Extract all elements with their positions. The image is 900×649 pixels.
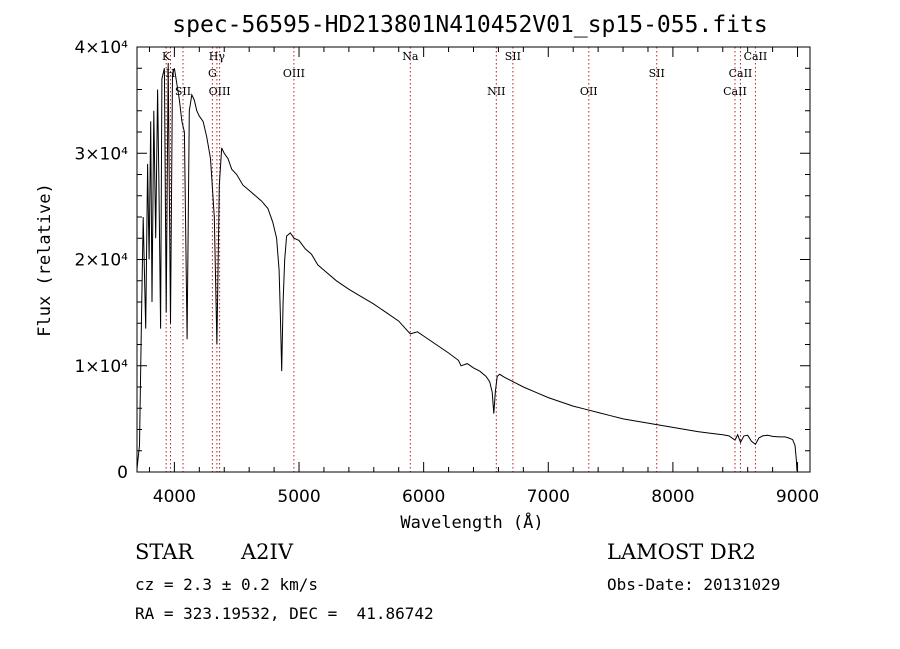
x-axis-ticks: 4000 5000 6000 7000 8000 9000 [148, 47, 819, 507]
line-label: Hγ [209, 50, 226, 63]
obs-date: Obs-Date: 20131029 [607, 575, 781, 594]
y-tick-label: 0 [117, 463, 128, 483]
line-label: G [208, 67, 217, 80]
y-tick-label: 4×10⁴ [74, 38, 128, 58]
line-label: OII [580, 85, 598, 98]
line-label: OIII [209, 85, 231, 98]
y-axis-label: Flux (relative) [35, 183, 55, 337]
line-label: SII [175, 85, 191, 98]
y-tick-label: 2×10⁴ [74, 251, 128, 271]
line-label: CaII [723, 85, 747, 98]
line-markers [165, 47, 756, 472]
line-label: OIII [283, 67, 305, 80]
y-tick-label: 3×10⁴ [74, 144, 128, 164]
x-axis-label: Wavelength (Å) [400, 511, 543, 533]
x-tick-label: 7000 [527, 487, 570, 507]
line-labels: KH SII Hγ G OIII OIII Na NII SII OII SII CaII CaII Ca… [162, 50, 767, 98]
coordinates-text: RA = 323.19532, DEC = 41.86742 [135, 604, 434, 623]
redshift-text: cz = 2.3 ± 0.2 km/s [135, 575, 319, 594]
object-class: STAR [135, 540, 194, 564]
y-axis-ticks: 0 1×10⁴ 2×10⁴ 3×10⁴ 4×10⁴ [74, 38, 810, 483]
plot-frame [136, 46, 811, 473]
object-subclass: A2IV [241, 540, 293, 564]
chart-title: spec-56595-HD213801N410452V01_sp15-055.f… [172, 12, 767, 38]
spectrum-line [136, 62, 799, 473]
line-label: Na [402, 50, 419, 63]
x-tick-label: 4000 [153, 487, 196, 507]
line-label: CaII [729, 67, 753, 80]
x-tick-label: 8000 [651, 487, 694, 507]
line-label: K [162, 50, 171, 63]
line-label: SII [505, 50, 521, 63]
y-tick-label: 1×10⁴ [74, 357, 128, 377]
line-label: SII [649, 67, 665, 80]
line-label: CaII [744, 50, 768, 63]
x-tick-label: 5000 [277, 487, 320, 507]
survey-name: LAMOST DR2 [607, 540, 756, 564]
x-tick-label: 6000 [402, 487, 445, 507]
line-label: NII [487, 85, 505, 98]
x-tick-label: 9000 [776, 487, 819, 507]
line-label: H [166, 67, 176, 80]
